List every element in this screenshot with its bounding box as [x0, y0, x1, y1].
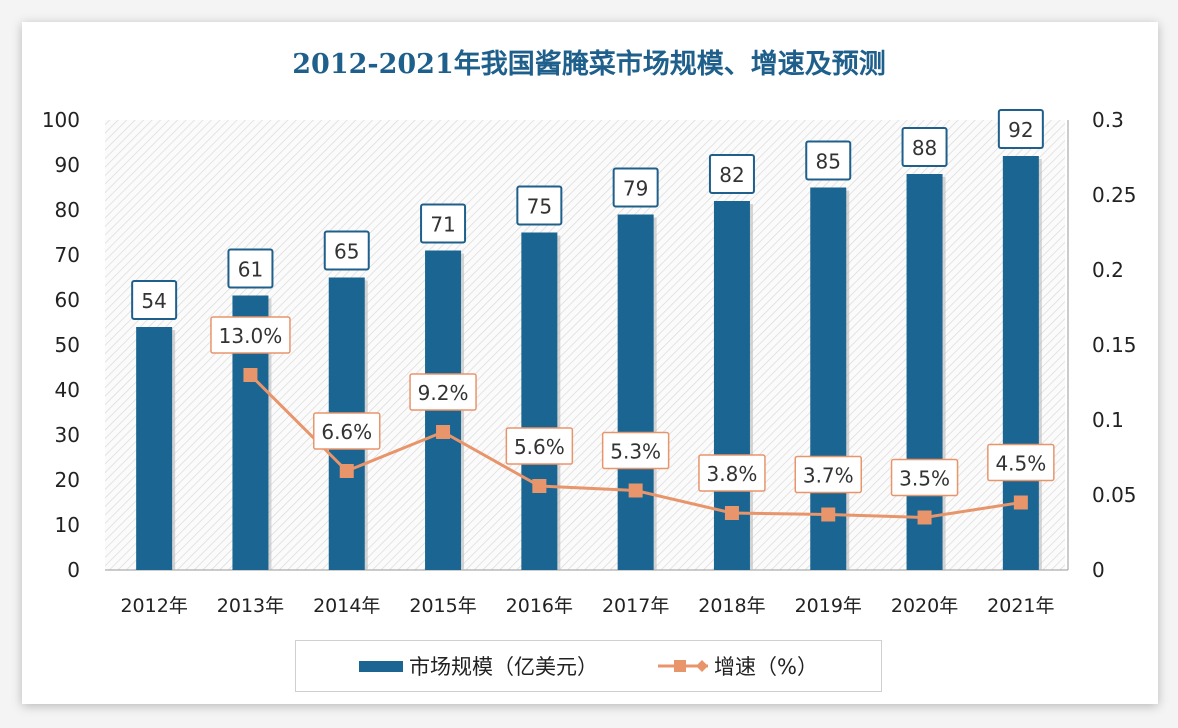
bar — [810, 187, 847, 570]
bar-data-label: 75 — [527, 195, 552, 219]
x-tick-label: 2017年 — [602, 595, 669, 617]
right-tick-label: 0.05 — [1092, 483, 1137, 507]
line-data-label: 6.6% — [321, 420, 372, 444]
right-tick-label: 0.25 — [1092, 183, 1137, 207]
line-data-label-box — [890, 458, 959, 497]
line-data-label-box — [698, 454, 766, 492]
right-tick-label: 0.15 — [1092, 333, 1137, 357]
x-tick-label: 2012年 — [120, 595, 187, 617]
left-tick-label: 90 — [55, 153, 80, 177]
bar-data-label: 61 — [238, 258, 263, 282]
x-tick-label: 2014年 — [313, 595, 380, 617]
right-tick-label: 0 — [1092, 558, 1105, 582]
growth-marker — [917, 510, 932, 525]
left-tick-label: 30 — [55, 423, 80, 447]
right-tick-label: 0.1 — [1092, 408, 1124, 432]
bar-data-label: 79 — [623, 177, 648, 201]
bar-data-label-box — [131, 280, 178, 320]
bar-data-label-box — [420, 203, 467, 244]
growth-marker — [532, 479, 547, 493]
line-data-label: 5.6% — [514, 435, 565, 459]
left-tick-label: 10 — [55, 513, 80, 537]
bar-data-label-box — [323, 230, 370, 271]
bar-data-label: 65 — [334, 240, 359, 264]
line-data-label: 3.8% — [707, 462, 758, 486]
line-data-label-box — [601, 431, 670, 470]
line-data-label: 4.5% — [995, 452, 1046, 476]
left-tick-label: 50 — [55, 333, 80, 357]
x-tick-label: 2019年 — [795, 595, 862, 617]
line-data-label-box — [210, 316, 291, 354]
left-tick-label: 80 — [55, 198, 80, 222]
bar — [521, 232, 558, 570]
bar-data-label: 54 — [141, 289, 166, 313]
chart-title: 2012-2021年我国酱腌菜市场规模、增速及预测 — [292, 49, 886, 80]
growth-marker — [436, 425, 451, 439]
x-tick-label: 2016年 — [506, 595, 573, 617]
growth-marker — [724, 506, 739, 520]
bar-data-label-box — [227, 248, 274, 289]
line-data-label-box — [794, 455, 862, 494]
bar-data-label-box — [805, 140, 852, 181]
growth-marker — [1013, 495, 1028, 510]
legend-item-growth: 增速（%） — [658, 651, 818, 681]
bar-data-label-box — [997, 109, 1044, 149]
right-tick-label: 0.2 — [1092, 258, 1124, 282]
growth-marker — [339, 464, 354, 478]
left-tick-label: 40 — [55, 378, 80, 402]
x-tick-label: 2013年 — [217, 595, 284, 617]
line-data-label-box — [313, 412, 381, 450]
right-tick-label: 0.3 — [1092, 108, 1124, 132]
left-tick-label: 100 — [42, 108, 80, 132]
left-tick-label: 20 — [55, 468, 80, 492]
bar-data-label: 88 — [912, 136, 937, 160]
bar — [906, 174, 943, 570]
growth-marker — [243, 368, 258, 382]
line-data-label: 13.0% — [219, 324, 283, 348]
bar — [136, 327, 173, 570]
bar-data-label-box — [901, 127, 948, 167]
bar-data-label: 82 — [719, 163, 744, 187]
left-tick-label: 70 — [55, 243, 80, 267]
bar-data-label-box — [612, 167, 659, 208]
bar-data-label-box — [516, 185, 563, 226]
bar-swatch-icon — [359, 660, 404, 672]
x-tick-label: 2021年 — [987, 595, 1054, 617]
legend-label: 市场规模（亿美元） — [409, 655, 599, 679]
line-data-label: 9.2% — [418, 381, 469, 405]
line-data-label: 3.7% — [803, 464, 854, 488]
x-tick-label: 2020年 — [891, 595, 958, 617]
bar-data-label: 71 — [430, 213, 455, 237]
bar — [617, 214, 654, 570]
line-data-label-box — [505, 427, 574, 465]
bar-data-label-box — [708, 154, 755, 194]
x-tick-label: 2018年 — [698, 595, 765, 617]
legend: 市场规模（亿美元） 增速（%） — [295, 640, 882, 692]
line-data-label: 5.3% — [610, 440, 661, 464]
bar-data-label: 92 — [1008, 118, 1033, 142]
line-swatch-icon — [658, 660, 709, 672]
line-data-label: 3.5% — [899, 467, 950, 491]
line-data-label-box — [409, 373, 477, 411]
growth-marker — [628, 483, 643, 498]
left-tick-label: 0 — [67, 558, 80, 582]
line-data-label-box — [987, 443, 1055, 482]
legend-item-market-size: 市场规模（亿美元） — [359, 651, 598, 681]
left-tick-label: 60 — [55, 288, 80, 312]
growth-marker — [821, 507, 836, 522]
legend-label: 增速（%） — [714, 655, 818, 679]
x-tick-label: 2015年 — [409, 595, 476, 617]
bar-data-label: 85 — [816, 150, 841, 174]
